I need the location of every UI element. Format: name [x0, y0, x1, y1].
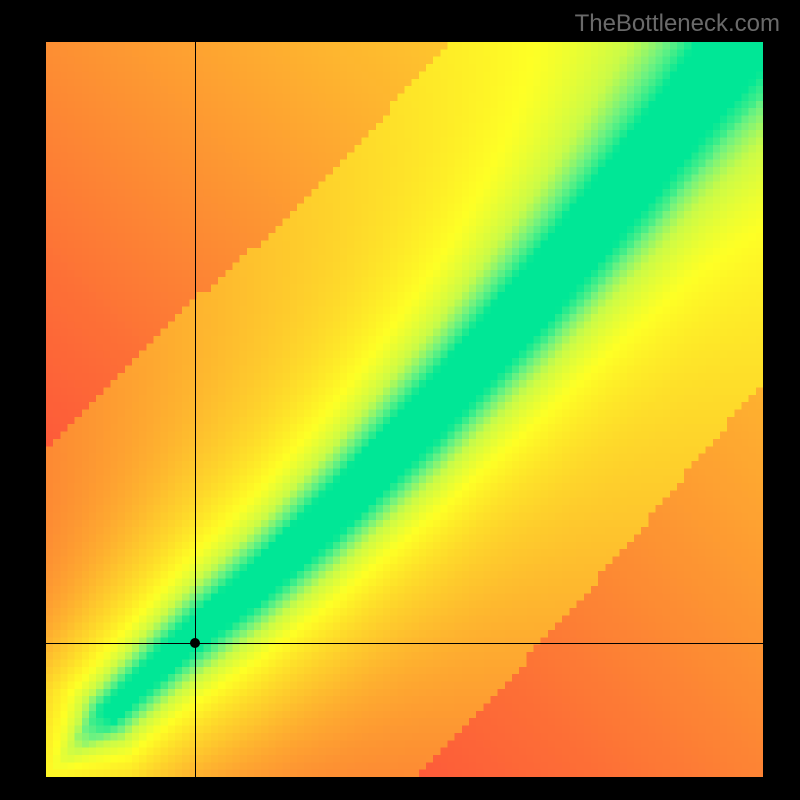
crosshair-marker: [190, 638, 200, 648]
crosshair-vertical: [195, 42, 196, 777]
crosshair-horizontal: [46, 643, 763, 644]
chart-container: { "watermark": "TheBottleneck.com", "cha…: [0, 0, 800, 800]
heatmap-canvas: [46, 42, 763, 777]
watermark-text: TheBottleneck.com: [575, 10, 780, 38]
plot-area: [46, 42, 763, 777]
heatmap-canvas-wrap: [46, 42, 763, 777]
